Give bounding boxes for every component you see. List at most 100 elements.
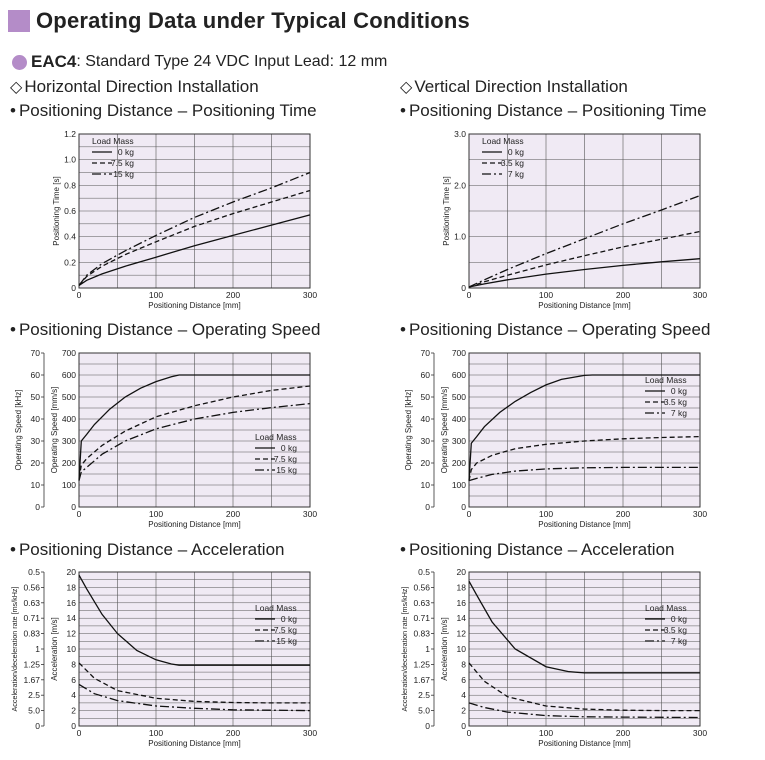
y-tick-label: 0.6 bbox=[64, 206, 76, 216]
y-tick-label: 200 bbox=[452, 458, 466, 468]
secondary-tick-label: 0.71 bbox=[23, 613, 40, 623]
section-horizontal: ◇ Horizontal Direction Installation bbox=[10, 77, 259, 97]
y-tick-label: 300 bbox=[62, 436, 76, 446]
page-header: Operating Data under Typical Conditions bbox=[8, 6, 470, 36]
secondary-tick-label: 0 bbox=[35, 502, 40, 512]
x-axis-label: Positioning Distance [mm] bbox=[148, 301, 240, 310]
plot-border bbox=[468, 571, 701, 727]
legend-label: 3.5 kg bbox=[664, 625, 687, 635]
legend-label: 15 kg bbox=[276, 636, 297, 646]
y-tick-label: 16 bbox=[457, 598, 467, 608]
secondary-tick-label: 1.67 bbox=[413, 675, 430, 685]
legend-label: 0 kg bbox=[281, 443, 297, 453]
legend-title: Load Mass bbox=[255, 603, 297, 613]
x-tick-label: 0 bbox=[467, 728, 472, 738]
secondary-tick-label: 70 bbox=[31, 348, 41, 358]
model-detail: : Standard Type 24 VDC Input Lead: 12 mm bbox=[76, 53, 388, 70]
plot-border bbox=[78, 133, 311, 289]
secondary-tick-label: 0 bbox=[425, 502, 430, 512]
y-tick-label: 700 bbox=[452, 348, 466, 358]
secondary-tick-label: 20 bbox=[421, 458, 431, 468]
bullet-icon: • bbox=[10, 101, 16, 120]
bullet-icon: • bbox=[10, 540, 16, 559]
y-tick-label: 18 bbox=[67, 582, 77, 592]
series-line bbox=[468, 374, 700, 481]
y-axis-label: Operating Speed [mm/s] bbox=[50, 387, 59, 474]
series-line bbox=[78, 214, 311, 286]
heading-v-speed-label: Positioning Distance – Operating Speed bbox=[408, 320, 711, 339]
y-tick-label: 10 bbox=[457, 644, 467, 654]
y-tick-label: 1.0 bbox=[64, 155, 76, 165]
x-tick-label: 200 bbox=[226, 509, 240, 519]
x-tick-label: 100 bbox=[149, 290, 163, 300]
y-tick-label: 300 bbox=[452, 436, 466, 446]
y-tick-label: 2 bbox=[461, 706, 466, 716]
secondary-tick-label: 40 bbox=[31, 414, 41, 424]
x-tick-label: 300 bbox=[303, 509, 317, 519]
plot-border bbox=[468, 352, 701, 508]
secondary-axis-label: Operating Speed [kHz] bbox=[14, 390, 23, 471]
y-tick-label: 0.2 bbox=[64, 257, 76, 267]
legend-label: 0 kg bbox=[508, 147, 524, 157]
legend-label: 0 kg bbox=[671, 386, 687, 396]
diamond-icon: ◇ bbox=[400, 79, 413, 96]
secondary-tick-label: 5.0 bbox=[418, 706, 430, 716]
x-tick-label: 300 bbox=[693, 509, 707, 519]
legend-label: 15 kg bbox=[113, 169, 134, 179]
secondary-tick-label: 1.25 bbox=[413, 659, 430, 669]
series-line bbox=[78, 189, 311, 286]
x-tick-label: 0 bbox=[467, 509, 472, 519]
secondary-tick-label: 1 bbox=[35, 644, 40, 654]
x-tick-label: 200 bbox=[616, 509, 630, 519]
secondary-tick-label: 5.0 bbox=[28, 706, 40, 716]
heading-h-speed: • Positioning Distance – Operating Speed bbox=[10, 320, 320, 340]
series-line bbox=[78, 374, 310, 481]
bullet-icon: • bbox=[400, 101, 406, 120]
secondary-tick-label: 0.71 bbox=[413, 613, 430, 623]
y-tick-label: 400 bbox=[62, 414, 76, 424]
y-tick-label: 4 bbox=[71, 690, 76, 700]
secondary-tick-label: 1 bbox=[425, 644, 430, 654]
x-tick-label: 100 bbox=[149, 728, 163, 738]
diamond-icon: ◇ bbox=[10, 79, 23, 96]
x-tick-label: 300 bbox=[693, 728, 707, 738]
x-tick-label: 0 bbox=[77, 728, 82, 738]
model-subtitle: EAC4 : Standard Type 24 VDC Input Lead: … bbox=[12, 52, 387, 72]
legend-label: 7.5 kg bbox=[274, 625, 297, 635]
y-tick-label: 600 bbox=[62, 370, 76, 380]
y-tick-label: 1.2 bbox=[64, 129, 76, 139]
y-tick-label: 0 bbox=[71, 502, 76, 512]
secondary-tick-label: 40 bbox=[421, 414, 431, 424]
legend-label: 3.5 kg bbox=[664, 397, 687, 407]
x-axis-label: Positioning Distance [mm] bbox=[538, 520, 630, 529]
secondary-tick-label: 2.5 bbox=[418, 690, 430, 700]
chart-h-time: 0 100 200 300 Positioning Distance [mm] 0 0.2 0… bbox=[52, 129, 317, 310]
x-tick-label: 100 bbox=[539, 728, 553, 738]
title-square-icon bbox=[8, 10, 30, 32]
secondary-axis-label: Operating Speed [kHz] bbox=[404, 390, 413, 471]
x-axis-label: Positioning Distance [mm] bbox=[538, 301, 630, 310]
x-tick-label: 100 bbox=[149, 509, 163, 519]
legend-label: 15 kg bbox=[276, 465, 297, 475]
secondary-axis-label: Acceleration/deceleration rate [ms/kHz] bbox=[400, 586, 409, 711]
legend-label: 0 kg bbox=[118, 147, 134, 157]
heading-h-time: • Positioning Distance – Positioning Time bbox=[10, 101, 317, 121]
y-tick-label: 6 bbox=[71, 675, 76, 685]
y-tick-label: 0 bbox=[461, 502, 466, 512]
legend-label: 7 kg bbox=[508, 169, 524, 179]
y-tick-label: 0 bbox=[461, 721, 466, 731]
secondary-tick-label: 30 bbox=[31, 436, 41, 446]
series-line bbox=[468, 230, 701, 288]
secondary-tick-label: 0 bbox=[425, 721, 430, 731]
chart-v-time: 0 100 200 300 Positioning Distance [mm] 0 1.0 2… bbox=[442, 129, 707, 310]
legend-label: 7.5 kg bbox=[111, 158, 134, 168]
y-tick-label: 400 bbox=[452, 414, 466, 424]
y-tick-label: 500 bbox=[62, 392, 76, 402]
legend-label: 7 kg bbox=[671, 636, 687, 646]
series-line bbox=[468, 258, 701, 288]
secondary-tick-label: 60 bbox=[31, 370, 41, 380]
legend-title: Load Mass bbox=[92, 136, 134, 146]
